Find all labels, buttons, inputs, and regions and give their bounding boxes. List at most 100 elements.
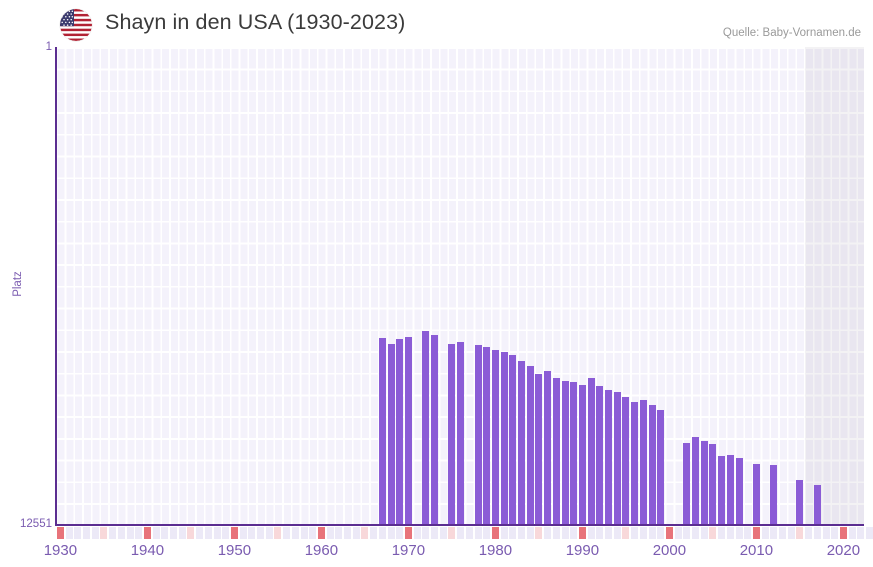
x-tick-minor (439, 527, 447, 539)
x-tick-minor (700, 527, 708, 539)
x-tick-minor (109, 527, 117, 539)
x-tick-minor (257, 527, 264, 539)
chart-header: Shayn in den USA (1930-2023) Quelle: Bab… (0, 0, 873, 46)
x-axis-tick-label: 1960 (304, 542, 339, 559)
x-tick-major (839, 527, 847, 539)
x-tick-half (100, 527, 108, 539)
x-tick-minor (91, 527, 99, 539)
x-tick-minor (248, 527, 256, 539)
x-tick-minor (683, 527, 691, 539)
bar[interactable] (483, 347, 491, 525)
bar[interactable] (613, 391, 621, 525)
x-tick-major (665, 527, 673, 539)
bar[interactable] (735, 458, 743, 525)
bar[interactable] (518, 361, 525, 525)
x-tick-minor (596, 527, 604, 539)
bar[interactable] (552, 378, 560, 525)
y-axis-tick-label-top: 1 (45, 41, 52, 53)
bar[interactable] (700, 441, 708, 525)
x-tick-minor (779, 527, 786, 539)
bar[interactable] (605, 389, 612, 525)
x-tick-minor (735, 527, 743, 539)
bar[interactable] (639, 400, 647, 525)
x-tick-minor (283, 527, 291, 539)
x-tick-minor (204, 527, 212, 539)
bar[interactable] (448, 344, 456, 525)
bar[interactable] (509, 355, 517, 525)
x-tick-major (752, 527, 760, 539)
bar[interactable] (596, 385, 604, 525)
bar[interactable] (544, 371, 552, 525)
y-axis-tick-label-bottom: 12551 (20, 518, 52, 530)
bar[interactable] (561, 381, 569, 525)
bar[interactable] (657, 409, 665, 525)
x-tick-minor (526, 527, 534, 539)
bar[interactable] (726, 454, 734, 525)
x-tick-minor (309, 527, 317, 539)
x-tick-minor (161, 527, 169, 539)
bar[interactable] (422, 330, 430, 525)
x-tick-minor (605, 527, 612, 539)
bar[interactable] (752, 464, 760, 525)
bar[interactable] (404, 337, 412, 525)
bar[interactable] (631, 402, 639, 525)
bar[interactable] (813, 484, 821, 525)
source-attribution: Quelle: Baby-Vornamen.de (722, 27, 861, 39)
x-tick-major (56, 527, 64, 539)
bar[interactable] (718, 456, 726, 525)
x-tick-minor (726, 527, 734, 539)
x-axis-tick-label: 1980 (478, 542, 513, 559)
bar[interactable] (526, 366, 534, 525)
x-tick-minor (483, 527, 491, 539)
bar[interactable] (457, 342, 465, 525)
us-flag-icon (60, 9, 92, 41)
x-tick-minor (761, 527, 769, 539)
bar[interactable] (692, 437, 699, 525)
x-axis-tick-label: 1940 (130, 542, 165, 559)
x-tick-minor (822, 527, 830, 539)
bar[interactable] (396, 339, 404, 525)
x-tick-minor (300, 527, 308, 539)
bar[interactable] (500, 351, 508, 525)
bar[interactable] (683, 443, 691, 525)
bar[interactable] (378, 337, 386, 525)
x-tick-minor (83, 527, 90, 539)
x-tick-half (361, 527, 369, 539)
bar[interactable] (431, 335, 438, 525)
bar[interactable] (770, 465, 778, 525)
bar[interactable] (387, 343, 395, 525)
x-tick-minor (631, 527, 639, 539)
x-tick-minor (65, 527, 73, 539)
bar[interactable] (709, 443, 717, 525)
bar[interactable] (796, 480, 804, 525)
x-tick-minor (639, 527, 647, 539)
x-tick-minor (648, 527, 656, 539)
x-tick-half (274, 527, 282, 539)
x-tick-major (317, 527, 325, 539)
x-tick-minor (370, 527, 378, 539)
x-tick-half (448, 527, 456, 539)
x-tick-minor (196, 527, 204, 539)
x-tick-minor (552, 527, 560, 539)
bar[interactable] (491, 349, 499, 525)
x-tick-minor (387, 527, 395, 539)
bar[interactable] (570, 382, 578, 525)
x-axis-line (55, 524, 864, 527)
x-tick-minor (457, 527, 465, 539)
bar[interactable] (622, 396, 630, 525)
bar-series (56, 47, 864, 525)
bar[interactable] (578, 384, 586, 525)
x-tick-minor (178, 527, 186, 539)
x-tick-major (404, 527, 412, 539)
x-tick-minor (431, 527, 438, 539)
bar[interactable] (648, 405, 656, 525)
x-tick-minor (561, 527, 569, 539)
x-tick-half (187, 527, 195, 539)
x-tick-major (230, 527, 238, 539)
bar[interactable] (535, 373, 543, 525)
x-tick-minor (692, 527, 699, 539)
x-tick-minor (326, 527, 334, 539)
x-tick-minor (396, 527, 404, 539)
bar[interactable] (587, 378, 595, 525)
bar[interactable] (474, 345, 482, 525)
